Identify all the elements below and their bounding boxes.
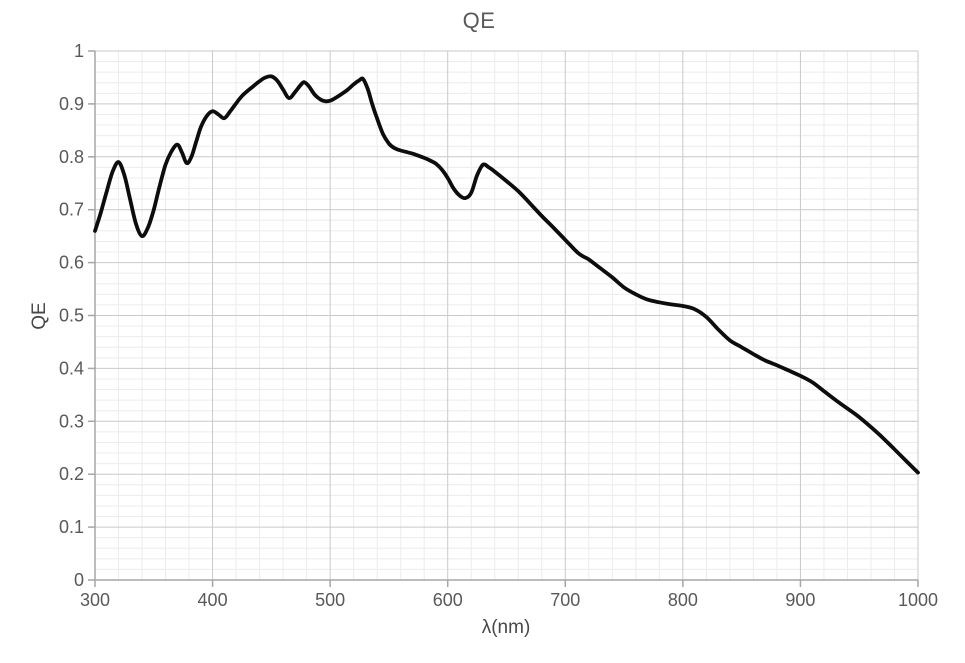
x-tick-label: 1000	[898, 590, 938, 610]
x-tick-label: 500	[315, 590, 345, 610]
y-tick-label: 0.7	[59, 200, 84, 220]
x-tick-label: 400	[198, 590, 228, 610]
x-tick-label: 300	[80, 590, 110, 610]
y-tick-label: 0.4	[59, 358, 84, 378]
y-tick-label: 1	[74, 41, 84, 61]
y-tick-label: 0.8	[59, 147, 84, 167]
major-gridlines	[94, 50, 919, 581]
x-tick-label: 800	[668, 590, 698, 610]
tick-labels: 300 400 500 600 700 800 900 1000 0 0.1 0.2 0.3 0.4 0.…	[59, 41, 938, 610]
axes	[88, 50, 919, 587]
x-axis-title: λ(nm)	[481, 617, 531, 638]
y-tick-label: 0.3	[59, 411, 84, 431]
chart-title: QE	[462, 8, 496, 33]
qe-curve	[93, 74, 920, 475]
y-tick-label: 0.1	[59, 517, 84, 537]
y-tick-label: 0.9	[59, 94, 84, 114]
y-tick-label: 0	[74, 570, 84, 590]
x-tick-label: 700	[550, 590, 580, 610]
y-axis-title: QE	[29, 302, 50, 330]
y-tick-label: 0.6	[59, 253, 84, 273]
y-tick-label: 0.2	[59, 464, 84, 484]
y-tick-label: 0.5	[59, 306, 84, 326]
x-tick-label: 600	[433, 590, 463, 610]
x-tick-label: 900	[785, 590, 815, 610]
